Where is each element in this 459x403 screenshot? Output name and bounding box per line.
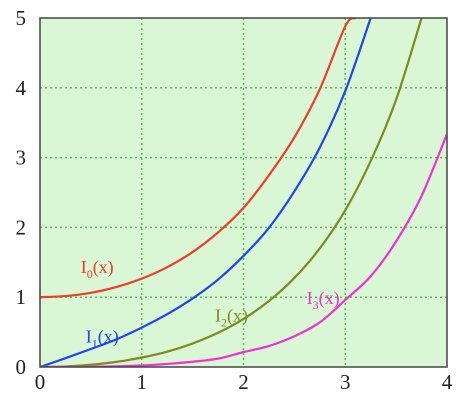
plot-frame (39, 17, 448, 368)
series-line-2 (40, 18, 423, 367)
x-tick-label: 4 (442, 370, 453, 394)
y-tick-label: 3 (16, 146, 27, 170)
y-tick-label: 0 (16, 355, 27, 379)
x-tick-label: 3 (340, 370, 351, 394)
curve-label-2: I2(x) (215, 306, 248, 330)
series-lines (40, 18, 447, 367)
curve-labels: I0(x) I1(x) I2(x) I3(x) (81, 257, 340, 351)
y-tick-label: 4 (16, 76, 27, 100)
curve-label-1: I1(x) (86, 327, 119, 351)
y-tick-labels: 0 1 2 3 4 5 (16, 6, 27, 379)
y-tick-label: 1 (16, 285, 27, 309)
x-tick-label: 0 (35, 370, 46, 394)
series-line-1 (40, 18, 372, 367)
x-tick-labels: 0 1 2 3 4 (35, 370, 453, 394)
y-tick-label: 5 (16, 6, 27, 30)
grid (40, 18, 447, 367)
series-line-3 (40, 133, 447, 367)
x-tick-label: 2 (238, 370, 249, 394)
curve-label-0: I0(x) (81, 257, 114, 281)
y-tick-label: 2 (16, 215, 27, 239)
series-line-0 (40, 18, 357, 299)
curve-label-3: I3(x) (307, 288, 340, 312)
x-tick-label: 1 (137, 370, 148, 394)
